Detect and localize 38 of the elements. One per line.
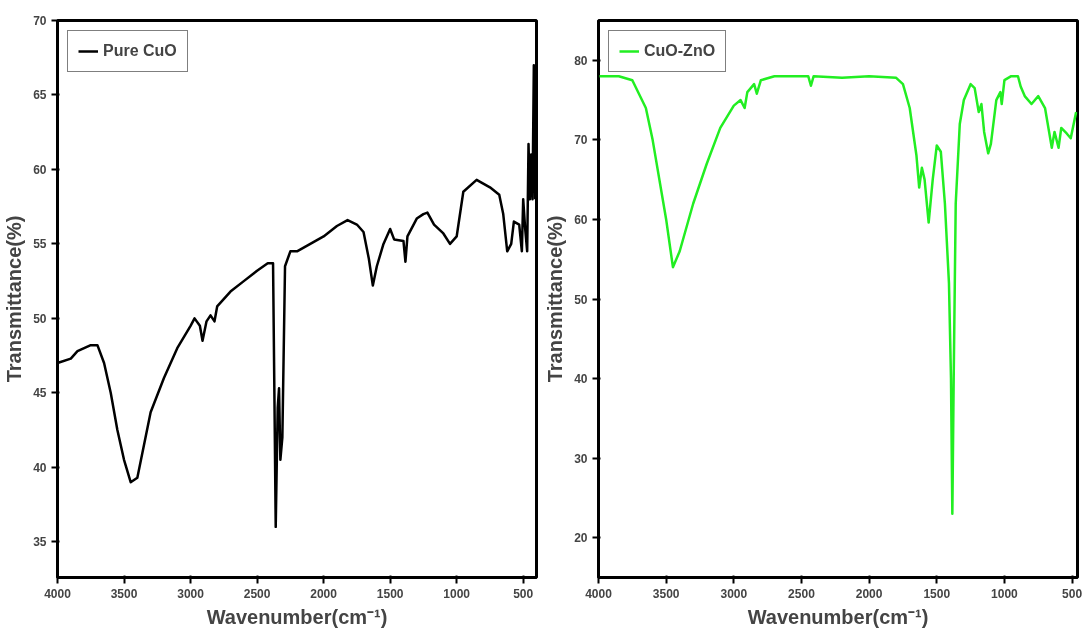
x-tick-label: 1000 (443, 586, 471, 601)
y-tick-label: 55 (33, 237, 47, 252)
x-tick-label: 500 (1062, 586, 1083, 601)
y-tick-label: 30 (574, 451, 588, 466)
y-tick-label: 50 (33, 311, 47, 326)
x-tick-label: 1500 (923, 586, 951, 601)
x-axis-title: Wavenumber(cm⁻¹) (747, 605, 929, 628)
y-tick-label: 80 (574, 53, 588, 68)
y-tick-label: 65 (33, 88, 47, 103)
x-tick-label: 2000 (855, 586, 883, 601)
y-tick-label: 50 (574, 292, 588, 307)
x-tick-label: 3500 (652, 586, 680, 601)
y-tick-label: 70 (33, 14, 47, 28)
legend-label: CuO-ZnO (644, 42, 716, 60)
x-tick-label: 500 (513, 586, 534, 601)
y-axis-title: Transmittance(%) (3, 215, 26, 383)
y-tick-label: 40 (574, 372, 588, 387)
y-tick-label: 70 (574, 133, 588, 148)
x-axis-title: Wavenumber(cm⁻¹) (206, 605, 388, 628)
y-tick-label: 20 (574, 531, 588, 546)
y-tick-label: 60 (574, 212, 588, 227)
x-tick-label: 4000 (44, 586, 72, 601)
line-series (598, 74, 1078, 516)
x-tick-label: 3000 (177, 586, 205, 601)
x-tick-label: 1500 (376, 586, 404, 601)
y-tick-label: 40 (33, 460, 47, 475)
x-tick-label: 1000 (991, 586, 1019, 601)
x-tick-label: 3500 (110, 586, 138, 601)
x-tick-label: 3000 (720, 586, 748, 601)
x-tick-label: 2000 (310, 586, 338, 601)
x-tick-label: 4000 (585, 586, 613, 601)
legend-label: Pure CuO (103, 42, 177, 60)
y-tick-label: 60 (33, 162, 47, 177)
y-tick-label: 45 (33, 386, 47, 401)
x-tick-label: 2500 (788, 586, 816, 601)
x-tick-label: 2500 (243, 586, 271, 601)
y-axis-title: Transmittance(%) (544, 215, 567, 383)
y-tick-label: 35 (33, 535, 47, 550)
